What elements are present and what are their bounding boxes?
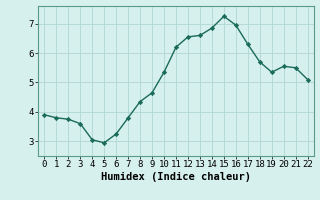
X-axis label: Humidex (Indice chaleur): Humidex (Indice chaleur)	[101, 172, 251, 182]
